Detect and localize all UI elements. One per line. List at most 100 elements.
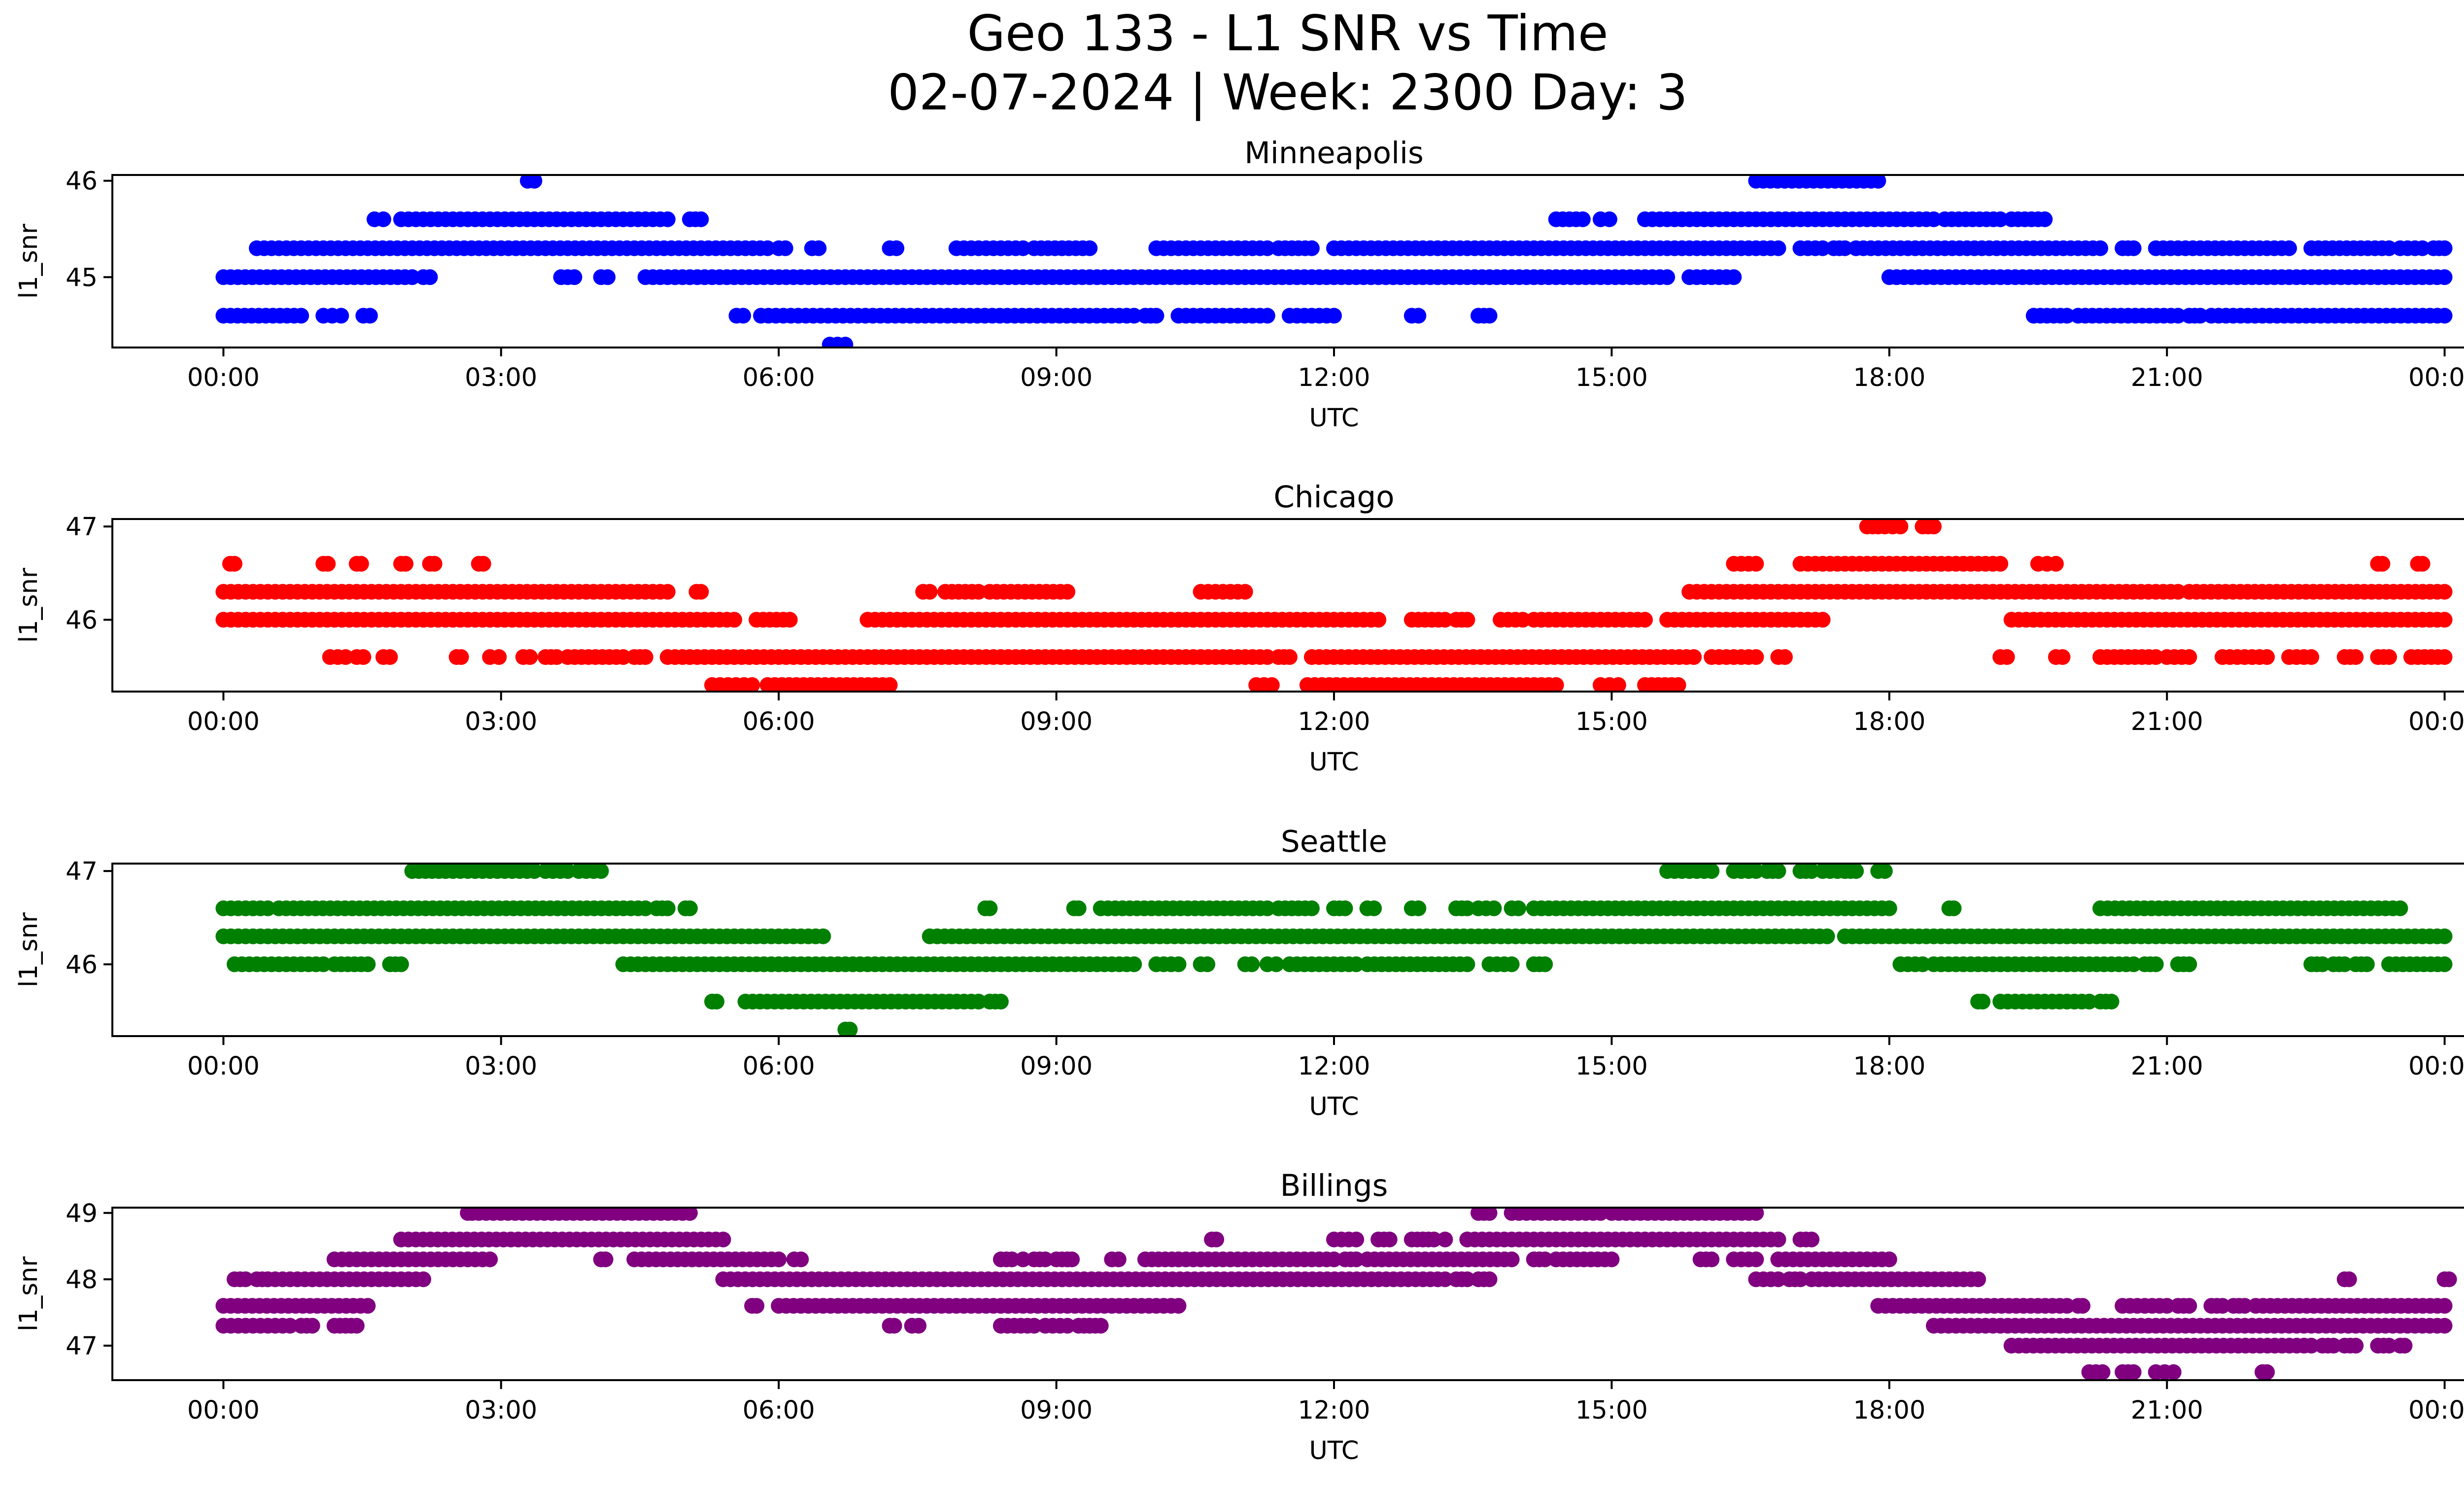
x-tick-label: 12:00 — [1298, 1396, 1370, 1425]
data-point — [1303, 900, 1320, 916]
data-point — [1915, 956, 1931, 973]
data-point — [1348, 956, 1365, 973]
data-point — [2059, 308, 2075, 324]
x-tick-label: 12:00 — [1298, 363, 1370, 392]
subplot-title: Billings — [1280, 1168, 1388, 1203]
data-point — [2348, 649, 2364, 665]
figure-title-line2: 02-07-2024 | Week: 2300 Day: 3 — [888, 64, 1687, 121]
data-point — [782, 612, 798, 628]
data-point — [491, 649, 507, 665]
data-point — [1970, 1271, 1986, 1287]
data-point — [2148, 649, 2164, 665]
data-point — [2396, 1338, 2413, 1354]
data-point — [2214, 1298, 2230, 1314]
x-tick-label: 18:00 — [1853, 1052, 1925, 1081]
data-point — [1537, 956, 1553, 973]
data-point — [1548, 677, 1564, 692]
data-point — [2381, 240, 2397, 256]
x-tick-label: 12:00 — [1298, 707, 1370, 736]
data-point — [353, 556, 369, 572]
data-point — [2341, 1271, 2357, 1287]
x-tick-label: 18:00 — [1853, 363, 1925, 392]
x-tick-label: 00:00 — [187, 1396, 260, 1425]
data-point — [1170, 1298, 1187, 1314]
data-point — [2348, 1338, 2364, 1354]
data-point — [1926, 519, 1942, 535]
x-tick-label: 00:00 — [187, 707, 260, 736]
data-point — [238, 1271, 254, 1287]
x-tick-label: 21:00 — [2131, 1396, 2203, 1425]
data-point — [771, 1252, 787, 1267]
data-point — [842, 1021, 858, 1036]
data-point — [1126, 308, 1142, 324]
data-point — [1748, 649, 1764, 665]
data-point — [992, 994, 1009, 1009]
data-point — [659, 211, 676, 227]
x-tick-label: 00:00 — [2408, 1052, 2464, 1081]
data-point — [1881, 1252, 1897, 1267]
data-point — [1060, 584, 1076, 600]
x-tick-label: 09:00 — [1020, 707, 1093, 736]
data-point — [744, 677, 760, 692]
data-point — [2092, 240, 2108, 256]
data-point — [1026, 1318, 1042, 1334]
y-tick-label: 46 — [66, 167, 98, 196]
data-point — [1366, 900, 1382, 916]
data-point — [475, 556, 491, 572]
data-point — [1015, 1252, 1031, 1267]
data-point — [1926, 211, 1942, 227]
data-point — [982, 900, 998, 916]
x-tick-label: 03:00 — [465, 1396, 537, 1425]
data-point — [615, 649, 631, 665]
data-point — [1437, 1271, 1453, 1287]
data-point — [1748, 864, 1764, 879]
x-tick-label: 21:00 — [2131, 707, 2203, 736]
data-point — [320, 556, 336, 572]
data-point — [709, 994, 724, 1009]
data-point — [1486, 900, 1502, 916]
subplot-title: Chicago — [1273, 480, 1394, 515]
data-point — [1877, 864, 1893, 879]
data-point — [1410, 308, 1427, 324]
data-point — [1410, 900, 1427, 916]
data-point — [2125, 240, 2142, 256]
data-point — [1704, 864, 1720, 879]
data-point — [1015, 240, 1031, 256]
data-point — [548, 649, 565, 665]
data-point — [2181, 956, 2197, 973]
data-points — [215, 519, 2453, 692]
data-point — [659, 584, 676, 600]
x-tick-label: 00:00 — [2408, 1396, 2464, 1425]
data-point — [715, 1231, 731, 1248]
data-point — [600, 269, 616, 285]
data-point — [2237, 1298, 2253, 1314]
data-point — [315, 956, 332, 973]
data-point — [889, 240, 905, 256]
data-point — [2436, 269, 2453, 285]
data-point — [1337, 900, 1353, 916]
data-point — [2436, 584, 2453, 600]
data-point — [1814, 612, 1831, 628]
x-tick-label: 18:00 — [1853, 707, 1925, 736]
data-point — [637, 649, 653, 665]
data-point — [2170, 584, 2186, 600]
data-point — [2281, 240, 2297, 256]
data-point — [304, 1318, 320, 1334]
data-point — [693, 211, 709, 227]
figure-title-line1: Geo 133 - L1 SNR vs Time — [967, 4, 1608, 62]
data-point — [882, 677, 898, 692]
data-point — [2436, 649, 2453, 665]
y-tick-label: 47 — [66, 1332, 98, 1361]
data-point — [1814, 240, 1831, 256]
data-point — [815, 928, 831, 944]
data-point — [1892, 519, 1909, 535]
data-point — [1459, 612, 1475, 628]
data-point — [1804, 864, 1820, 879]
x-tick-label: 06:00 — [743, 363, 815, 392]
data-points — [215, 175, 2453, 348]
data-point — [1537, 1252, 1553, 1267]
data-point — [1110, 1252, 1127, 1267]
data-point — [726, 612, 742, 628]
data-point — [2326, 1338, 2342, 1354]
x-tick-label: 18:00 — [1853, 1396, 1925, 1425]
